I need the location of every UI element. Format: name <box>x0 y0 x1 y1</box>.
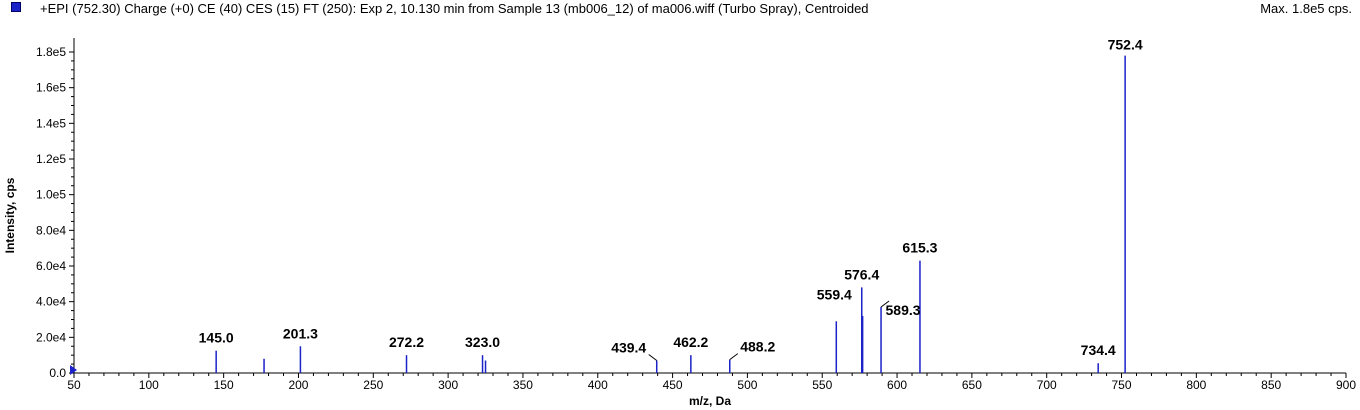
y-tick-label: 8.0e4 <box>36 223 66 237</box>
x-tick-label: 900 <box>1336 378 1356 392</box>
x-tick-label: 650 <box>962 378 982 392</box>
peak-label: 589.3 <box>886 302 921 318</box>
x-tick-label: 700 <box>1037 378 1057 392</box>
y-axis-title: Intensity, cps <box>3 177 17 253</box>
peak-label: 201.3 <box>283 325 318 341</box>
x-tick-label: 800 <box>1186 378 1206 392</box>
y-tick-label: 1.0e5 <box>36 188 66 202</box>
x-tick-label: 600 <box>887 378 907 392</box>
peak-label: 145.0 <box>199 330 234 346</box>
peak-label: 323.0 <box>465 334 500 350</box>
x-tick-label: 400 <box>588 378 608 392</box>
x-tick-label: 100 <box>139 378 159 392</box>
peak-label-leader <box>648 354 658 361</box>
y-tick-label: 2.0e4 <box>36 330 66 344</box>
peak-label: 576.4 <box>844 266 879 282</box>
peak-label: 615.3 <box>902 240 937 256</box>
peak-bars <box>215 55 1126 373</box>
series-swatch-icon[interactable] <box>11 2 21 12</box>
y-tick-label: 0.0 <box>49 366 66 380</box>
peak-label: 559.4 <box>817 286 852 302</box>
y-tick-label: 4.0e4 <box>36 295 66 309</box>
x-tick-label: 200 <box>288 378 308 392</box>
x-tick-label: 850 <box>1261 378 1281 392</box>
peak-label: 488.2 <box>740 339 775 355</box>
y-tick-label: 6.0e4 <box>36 259 66 273</box>
y-tick-label: 1.8e5 <box>36 45 66 59</box>
x-tick-label: 150 <box>214 378 234 392</box>
origin-marker-icon <box>70 365 77 375</box>
x-axis-title: m/z, Da <box>689 394 731 408</box>
peak-labels: 145.0 201.3 272.2 323.0 439.4 462.2 488.2 559.4… <box>199 37 1143 361</box>
x-tick-label: 350 <box>513 378 533 392</box>
chart-axes: 50 100 150 200 250 300 350 400 450 500 550 600 650 70… <box>36 38 1356 392</box>
x-tick-label: 750 <box>1112 378 1132 392</box>
peak-label: 439.4 <box>611 340 646 356</box>
x-tick-label: 250 <box>363 378 383 392</box>
max-intensity-readout: Max. 1.8e5 cps. <box>1260 1 1352 16</box>
peak-label: 272.2 <box>389 334 424 350</box>
peak-label-leader <box>729 353 739 361</box>
spectrum-header: +EPI (752.30) Charge (+0) CE (40) CES (1… <box>0 0 1360 18</box>
x-tick-label: 300 <box>438 378 458 392</box>
x-tick-label: 50 <box>67 378 81 392</box>
peak-label-leader <box>880 300 890 308</box>
x-tick-label: 550 <box>812 378 832 392</box>
x-tick-label: 450 <box>663 378 683 392</box>
y-tick-label: 1.6e5 <box>36 81 66 95</box>
y-tick-label: 1.4e5 <box>36 116 66 130</box>
y-tick-label: 1.2e5 <box>36 152 66 166</box>
spectrum-title: +EPI (752.30) Charge (+0) CE (40) CES (1… <box>40 1 869 16</box>
x-tick-label: 500 <box>737 378 757 392</box>
peak-label: 752.4 <box>1108 37 1143 53</box>
peak-label: 734.4 <box>1081 342 1116 358</box>
peak-label: 462.2 <box>673 334 708 350</box>
